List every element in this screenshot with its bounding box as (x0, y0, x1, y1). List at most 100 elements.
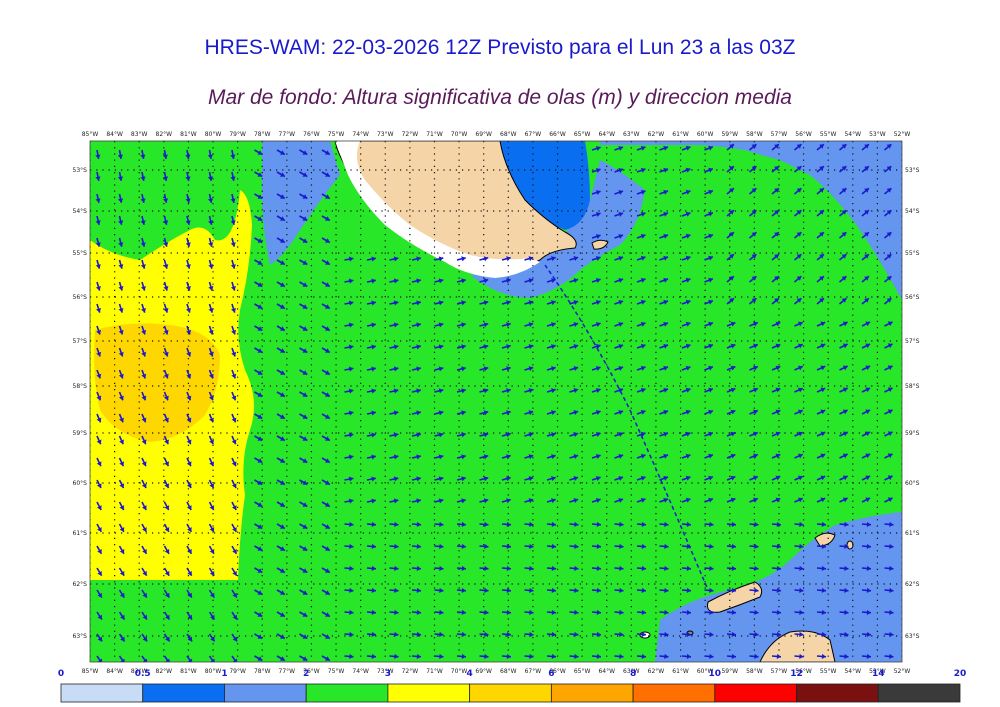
direction-arrow (793, 143, 802, 151)
direction-arrow (636, 189, 646, 195)
direction-arrow (479, 653, 489, 660)
direction-arrow (208, 369, 214, 379)
direction-arrow (524, 300, 534, 306)
direction-arrow (344, 565, 354, 572)
lon-label-bottom: 75°W (328, 668, 345, 675)
direction-arrow (569, 322, 579, 328)
map-title: HRES-WAM: 22-03-2026 12Z Previsto para e… (204, 36, 796, 59)
direction-arrow (141, 347, 147, 357)
direction-arrow (501, 432, 511, 438)
lon-label-bottom: 82°W (156, 668, 173, 675)
direction-arrow (524, 344, 534, 350)
lon-label-bottom: 66°W (549, 668, 566, 675)
direction-arrow (276, 633, 286, 640)
direction-arrow (726, 365, 736, 371)
lon-label-top: 56°W (795, 131, 812, 138)
colorbar-tick-label: 10 (709, 669, 722, 679)
direction-arrow (659, 387, 669, 393)
lon-label-bottom: 80°W (205, 668, 222, 675)
lat-label-right: 55°S (905, 250, 920, 257)
lon-label-top: 59°W (721, 131, 738, 138)
direction-arrow (704, 431, 714, 437)
direction-arrow (479, 366, 489, 372)
direction-arrow (591, 653, 602, 660)
lat-label-left: 60°S (73, 480, 88, 487)
lon-label-top: 73°W (377, 131, 394, 138)
direction-arrow (636, 167, 646, 173)
direction-arrow (569, 609, 579, 616)
direction-arrow (366, 256, 376, 262)
direction-arrow (321, 171, 331, 178)
direction-arrow (254, 611, 263, 618)
direction-arrow (794, 543, 804, 550)
direction-arrow (704, 543, 714, 550)
direction-arrow (389, 609, 399, 616)
lon-label-top: 60°W (697, 131, 714, 138)
direction-arrow (771, 475, 781, 481)
direction-arrow (254, 413, 263, 420)
direction-arrow (479, 256, 489, 262)
direction-arrow (276, 589, 286, 596)
direction-arrow (816, 475, 826, 481)
direction-arrow (614, 409, 624, 415)
lon-label-bottom: 85°W (82, 668, 99, 675)
direction-arrow (569, 344, 579, 350)
direction-arrow (321, 655, 331, 662)
lat-label-right: 61°S (905, 530, 920, 537)
direction-arrow (96, 325, 102, 335)
direction-arrow (163, 215, 169, 225)
direction-arrow (704, 521, 714, 528)
direction-arrow (861, 187, 870, 195)
direction-arrow (546, 366, 556, 372)
colorbar-swatch (796, 683, 879, 703)
sea-lightblue-northeast (600, 141, 902, 300)
lon-label-bottom: 61°W (672, 668, 689, 675)
direction-arrow (749, 609, 759, 616)
direction-arrow (681, 299, 691, 305)
direction-arrow (794, 453, 804, 459)
direction-arrow (321, 193, 331, 200)
direction-arrow (726, 231, 735, 239)
direction-arrow (681, 387, 691, 393)
direction-arrow (884, 321, 893, 327)
direction-arrow (389, 432, 399, 438)
direction-arrow (231, 347, 237, 357)
direction-arrow (118, 479, 125, 489)
direction-arrow (861, 587, 872, 594)
direction-arrow (861, 365, 871, 371)
direction-arrow (636, 277, 646, 283)
direction-arrow (681, 631, 692, 638)
direction-arrow (884, 365, 893, 371)
lon-label-bottom: 67°W (525, 668, 542, 675)
direction-arrow (366, 609, 377, 616)
direction-arrow (389, 410, 399, 416)
direction-arrow (434, 344, 444, 350)
direction-arrow (816, 209, 825, 217)
direction-arrow (163, 633, 171, 642)
lon-label-bottom: 55°W (820, 668, 837, 675)
direction-arrow (366, 410, 376, 416)
direction-arrow (321, 325, 331, 332)
land-antarctic-peninsula (759, 630, 836, 662)
direction-arrow (614, 453, 624, 459)
direction-arrow (344, 344, 354, 350)
direction-arrow (208, 347, 214, 357)
direction-arrow (794, 565, 804, 572)
direction-arrow (726, 409, 736, 415)
direction-arrow (186, 303, 191, 313)
lon-label-bottom: 72°W (402, 668, 419, 675)
direction-arrow (771, 587, 782, 594)
direction-arrow (254, 347, 263, 354)
direction-arrow (456, 300, 466, 306)
direction-arrow (591, 475, 601, 481)
direction-arrow (231, 413, 237, 423)
direction-arrow (681, 211, 691, 217)
direction-arrow (816, 253, 825, 261)
direction-arrow (726, 321, 736, 327)
direction-arrow (389, 300, 399, 306)
direction-arrow (96, 589, 103, 599)
direction-arrow (726, 565, 737, 572)
direction-arrow (884, 387, 893, 393)
direction-arrow (479, 631, 489, 638)
direction-arrow (681, 609, 692, 616)
